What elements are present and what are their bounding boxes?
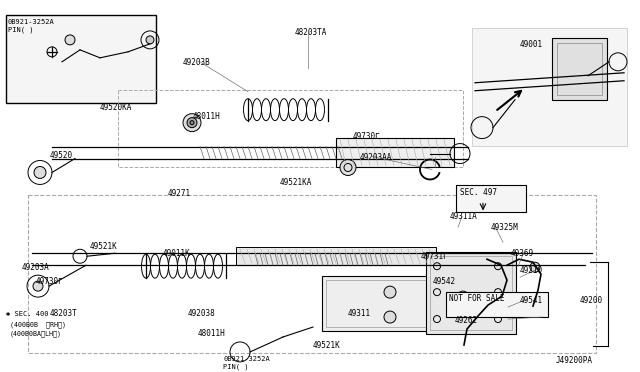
Text: 0B921-3252A: 0B921-3252A <box>8 19 55 25</box>
Circle shape <box>34 167 46 179</box>
Circle shape <box>33 281 43 291</box>
Text: 49521KA: 49521KA <box>280 179 312 187</box>
Text: 49203B: 49203B <box>183 58 211 67</box>
Bar <box>557 43 602 95</box>
Text: 492038: 492038 <box>188 309 216 318</box>
Bar <box>472 28 627 145</box>
Circle shape <box>187 118 197 128</box>
Text: J49200PA: J49200PA <box>556 356 593 365</box>
Bar <box>336 138 454 167</box>
Bar <box>426 252 516 334</box>
Circle shape <box>183 114 201 132</box>
Text: 48203TA: 48203TA <box>295 28 328 37</box>
Text: 49311: 49311 <box>348 309 371 318</box>
Text: 49200: 49200 <box>580 296 603 305</box>
Text: NOT FOR SALE: NOT FOR SALE <box>449 294 504 303</box>
Text: 49730Γ: 49730Γ <box>36 277 64 286</box>
Text: 48011H: 48011H <box>198 329 226 338</box>
Text: 48203T: 48203T <box>50 309 77 318</box>
Bar <box>552 38 607 100</box>
Text: (400B0B  〈RH〉): (400B0B 〈RH〉) <box>10 321 66 328</box>
Text: 49271: 49271 <box>168 189 191 198</box>
Circle shape <box>384 311 396 323</box>
Text: 48011H: 48011H <box>193 112 221 121</box>
Circle shape <box>340 160 356 176</box>
Text: 49001: 49001 <box>520 40 543 49</box>
Bar <box>322 276 450 331</box>
Text: 49542: 49542 <box>433 277 456 286</box>
Circle shape <box>384 286 396 298</box>
Text: ✱ SEC. 400: ✱ SEC. 400 <box>6 311 49 317</box>
Text: (400B0BA〈LH〉): (400B0BA〈LH〉) <box>10 330 62 337</box>
Circle shape <box>190 121 194 125</box>
Text: 49369: 49369 <box>511 249 534 258</box>
Text: 49521K: 49521K <box>90 242 118 251</box>
Circle shape <box>513 300 523 310</box>
Text: 49210: 49210 <box>520 266 543 275</box>
Bar <box>6 15 156 103</box>
Bar <box>236 247 436 265</box>
Bar <box>456 186 526 212</box>
Bar <box>430 256 512 330</box>
Bar <box>118 90 463 167</box>
Bar <box>326 280 446 327</box>
Text: PIN( ): PIN( ) <box>8 27 33 33</box>
Text: 49262: 49262 <box>455 316 478 325</box>
Text: 49541: 49541 <box>520 296 543 305</box>
Circle shape <box>65 35 75 45</box>
Text: 49203AA: 49203AA <box>360 153 392 161</box>
Text: 49520KA: 49520KA <box>100 103 132 112</box>
Text: SEC. 497: SEC. 497 <box>460 189 497 198</box>
Text: 49011K: 49011K <box>163 249 191 258</box>
Circle shape <box>530 262 540 272</box>
Bar <box>446 292 548 317</box>
Text: 49203A: 49203A <box>22 263 50 272</box>
Text: 0B921-3252A: 0B921-3252A <box>223 356 269 362</box>
Text: 49311A: 49311A <box>450 212 477 221</box>
Text: 49325M: 49325M <box>491 223 519 232</box>
Text: 49521K: 49521K <box>313 341 340 350</box>
Circle shape <box>146 36 154 44</box>
Circle shape <box>457 291 469 303</box>
Bar <box>28 195 596 353</box>
Text: 49731Γ: 49731Γ <box>421 252 449 261</box>
Text: PIN( ): PIN( ) <box>223 364 248 371</box>
Circle shape <box>461 295 465 299</box>
Text: 49730Γ: 49730Γ <box>353 132 381 141</box>
Text: 49520: 49520 <box>50 151 73 160</box>
